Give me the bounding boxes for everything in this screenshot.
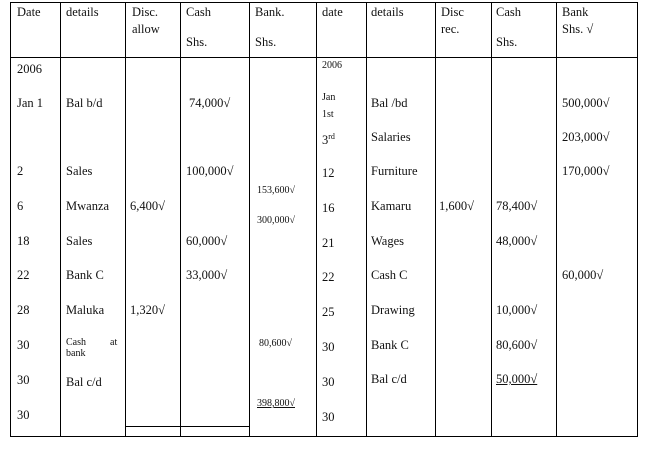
bank: 170,000√ [562, 164, 610, 178]
col-line [249, 2, 250, 437]
disc: 1,600√ [439, 199, 474, 213]
date-suffix: rd [328, 132, 335, 141]
header-bank: Bank. [255, 5, 285, 19]
date: 30 [322, 375, 335, 389]
year: 2006 [17, 62, 42, 76]
header-date: Date [17, 5, 41, 19]
bank: 203,000√ [562, 130, 610, 144]
date: 28 [17, 303, 30, 317]
col-line [180, 2, 181, 437]
date-number: 3 [322, 133, 329, 148]
col-line [556, 2, 557, 437]
details: Drawing [371, 303, 415, 317]
header-disc: Disc. [132, 5, 159, 19]
header-bank: Bank [562, 5, 589, 19]
date: 30 [17, 373, 30, 387]
details: Wages [371, 234, 405, 248]
details: Cash [66, 337, 86, 348]
details: at [110, 337, 118, 348]
details: Furniture [371, 164, 418, 178]
col-line [637, 2, 638, 437]
year: 2006 [322, 60, 342, 71]
cash-balance: 50,000√ [496, 372, 538, 386]
header-disc-sub: allow [132, 22, 160, 36]
date: 30 [17, 338, 30, 352]
bank: 80,600√ [259, 338, 292, 349]
header-details: details [371, 5, 404, 19]
col-line [366, 2, 367, 437]
bank-total: 398,800√ [257, 398, 295, 409]
date: 12 [322, 166, 335, 180]
details: Sales [66, 164, 93, 178]
header-disc-sub: rec. [441, 22, 460, 36]
header-details: details [66, 5, 99, 19]
details: Maluka [66, 303, 105, 317]
header-bank-sub: Shs. √ [562, 22, 594, 36]
details: Bank C [371, 338, 409, 352]
details: Cash C [371, 268, 408, 282]
disc: 6,400√ [130, 199, 165, 213]
date: 30 [322, 410, 335, 424]
header-divider [10, 57, 637, 58]
details: Bal c/d [371, 372, 407, 386]
cash: 60,000√ [186, 234, 228, 248]
date: 30 [322, 340, 335, 354]
date: 16 [322, 201, 335, 215]
bank: 500,000√ [562, 96, 610, 110]
date: 22 [322, 270, 335, 284]
date: Jan 1 [17, 96, 44, 110]
details: Bal b/d [66, 96, 103, 110]
cash: 48,000√ [496, 234, 538, 248]
col-line [316, 2, 317, 437]
date: 25 [322, 305, 335, 319]
header-cash: Cash [496, 5, 521, 19]
details: Kamaru [371, 199, 412, 213]
header-disc: Disc [441, 5, 464, 19]
details: Salaries [371, 130, 411, 144]
header-bank-sub: Shs. [255, 35, 277, 49]
details: Bank C [66, 268, 104, 282]
date: 1st [322, 109, 334, 120]
bank: 60,000√ [562, 268, 604, 282]
date: 2 [17, 164, 24, 178]
col-line [435, 2, 436, 437]
cash: 100,000√ [186, 164, 234, 178]
date: 21 [322, 236, 335, 250]
col-line [491, 2, 492, 437]
bank: 300,000√ [257, 215, 295, 226]
details: Bal /bd [371, 96, 408, 110]
date: 30 [17, 408, 30, 422]
date: 22 [17, 268, 30, 282]
total-line [125, 426, 249, 427]
header-cash: Cash [186, 5, 211, 19]
details: Sales [66, 234, 93, 248]
disc: 1,320√ [130, 303, 165, 317]
date: 18 [17, 234, 30, 248]
cash: 33,000√ [186, 268, 228, 282]
date: 6 [17, 199, 24, 213]
col-line [125, 2, 126, 437]
header-date: date [322, 5, 343, 19]
date: Jan [322, 92, 336, 103]
cash: 10,000√ [496, 303, 538, 317]
details: bank [66, 348, 86, 359]
details: Bal c/d [66, 375, 102, 389]
col-line [10, 2, 11, 437]
col-line [60, 2, 61, 437]
cash: 78,400√ [496, 199, 538, 213]
date: 3rd [322, 130, 335, 147]
table-border-top [10, 2, 637, 3]
table-border-bottom [10, 436, 637, 437]
details: Mwanza [66, 199, 110, 213]
header-cash-sub: Shs. [496, 35, 518, 49]
header-cash-sub: Shs. [186, 35, 208, 49]
cash: 74,000√ [189, 96, 231, 110]
cash: 80,600√ [496, 338, 538, 352]
bank: 153,600√ [257, 185, 295, 196]
